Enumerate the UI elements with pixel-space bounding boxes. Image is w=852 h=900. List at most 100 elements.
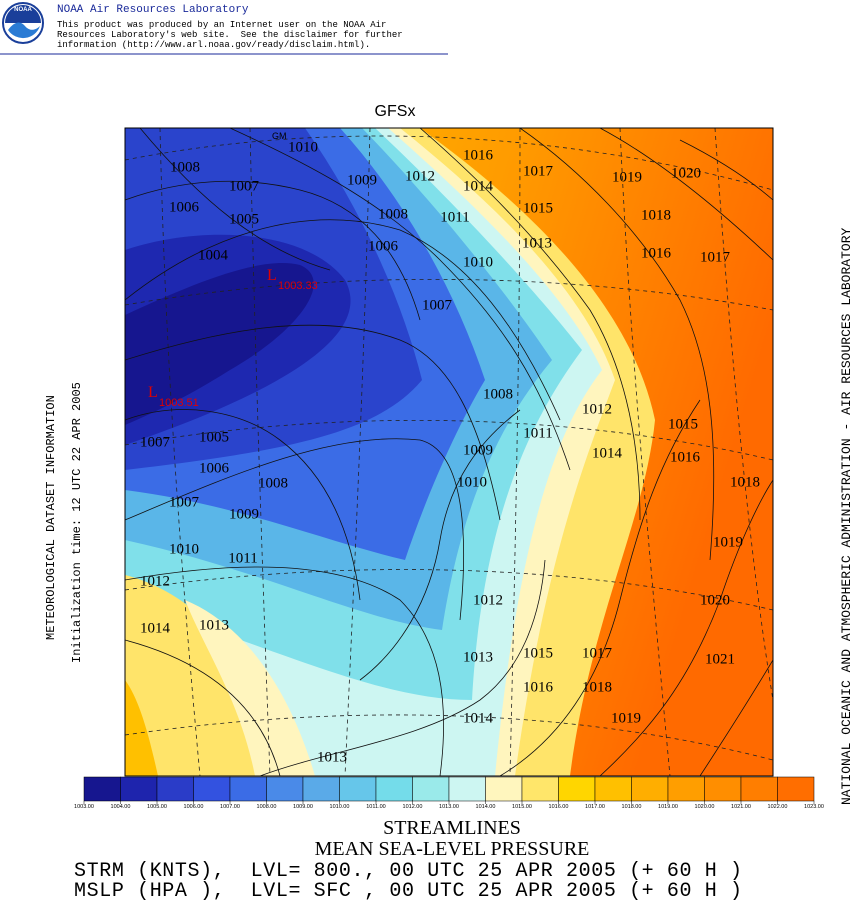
footer-line: STRM (KNTS), LVL= 800., 00 UTC 25 APR 20… (74, 860, 742, 883)
colorbar-label: 1013.00 (439, 804, 459, 810)
right-label: NATIONAL OCEANIC AND ATMOSPHERIC ADMINIS… (839, 228, 852, 805)
low-value: 1003.33 (278, 280, 318, 292)
contour-label: 1012 (405, 168, 435, 184)
contour-label: 1017 (700, 249, 731, 265)
colorbar-cell (266, 776, 304, 802)
disclaimer-line: information (http://www.arl.noaa.gov/rea… (57, 40, 370, 50)
colorbar-cell (302, 776, 340, 802)
colorbar-cell (448, 776, 486, 802)
colorbar-label: 1003.00 (74, 804, 94, 810)
contour-label: 1004 (198, 247, 229, 263)
contour-label: 1010 (463, 254, 493, 270)
logo-sea (8, 22, 40, 39)
footer-line: STREAMLINES (383, 817, 521, 839)
contour-label: 1008 (483, 386, 513, 402)
contour-label: 1011 (228, 550, 257, 566)
contour-label: 1012 (582, 401, 612, 417)
contour-label: 1014 (463, 710, 494, 726)
contour-label: 1019 (612, 169, 642, 185)
colorbar-label: 1020.00 (695, 804, 715, 810)
colorbar-label: 1016.00 (549, 804, 569, 810)
colorbar-label: 1019.00 (658, 804, 678, 810)
contour-label: 1012 (140, 573, 170, 589)
left-label: METEOROLOGICAL DATASET INFORMATION (44, 395, 58, 640)
contour-labels: 1010 1016 1017 1019 1020 1008 1009 1012 1014 1007… (140, 139, 760, 765)
colorbar-cell (704, 776, 742, 802)
contour-label: 1010 (457, 474, 487, 490)
contour-label: 1018 (730, 474, 760, 490)
colorbar: 1003.00 1004.00 1005.00 1006.00 1007.00 1008.… (74, 776, 824, 810)
colorbar-label: 1022.00 (768, 804, 788, 810)
pressure-field (185, 600, 315, 776)
colorbar-cell (156, 776, 194, 802)
contour-label: 1007 (169, 494, 200, 510)
contour-label: 1011 (523, 425, 552, 441)
contour-label: 1019 (611, 710, 641, 726)
contour-label: 1007 (229, 178, 260, 194)
pressure-field (125, 263, 314, 425)
streamlines (125, 128, 773, 776)
contour-label: 1016 (523, 679, 554, 695)
contour-label: 1013 (199, 617, 229, 633)
contour-label: 1015 (668, 416, 698, 432)
disclaimer-line: This product was produced by an Internet… (57, 20, 386, 30)
map-frame (124, 127, 774, 777)
contour-label: 1017 (523, 163, 554, 179)
logo-sky (5, 5, 41, 23)
contour-label: 1021 (705, 651, 735, 667)
contour-label: 1012 (473, 592, 503, 608)
colorbar-label: 1015.00 (512, 804, 532, 810)
colorbar-cell (375, 776, 413, 802)
colorbar-label: 1009.00 (293, 804, 313, 810)
contour-label: 1006 (199, 460, 230, 476)
colorbar-label: 1023.00 (804, 804, 824, 810)
contour-label: 1016 (463, 147, 494, 163)
logo-text: NOAA (14, 7, 32, 13)
init-label: Initialization time: 12 UTC 22 APR 2005 (70, 382, 84, 663)
contour-label: 1016 (641, 245, 672, 261)
header-title[interactable]: NOAA Air Resources Laboratory (57, 4, 249, 16)
map: 1010 1016 1017 1019 1020 1008 1009 1012 1014 1007… (125, 128, 773, 776)
colorbar-cell (740, 776, 778, 802)
colorbar-cell (485, 776, 523, 802)
colorbar-cell (521, 776, 559, 802)
colorbar-cell (594, 776, 632, 802)
map-title: GFSx (375, 103, 416, 120)
colorbar-cell (631, 776, 669, 802)
colorbar-cell (558, 776, 596, 802)
contour-label: 1017 (582, 645, 613, 661)
contour-label: 1013 (317, 749, 347, 765)
colorbar-cell (667, 776, 705, 802)
contour-label: 1007 (140, 434, 171, 450)
contour-label: 1020 (700, 592, 730, 608)
contour-label: 1006 (368, 238, 399, 254)
colorbar-label: 1018.00 (622, 804, 642, 810)
contour-label: 1010 (288, 139, 318, 155)
colorbar-label: 1017.00 (585, 804, 605, 810)
colorbar-label: 1007.00 (220, 804, 240, 810)
contour-label: 1014 (592, 445, 623, 461)
contour-label: 1008 (258, 475, 288, 491)
low-symbol: L (148, 384, 158, 401)
contour-label: 1009 (229, 506, 259, 522)
colorbar-cell (412, 776, 450, 802)
colorbar-label: 1006.00 (184, 804, 204, 810)
contour-label: 1005 (229, 211, 259, 227)
colorbar-label: 1008.00 (257, 804, 277, 810)
contour-label: 1007 (422, 297, 453, 313)
contour-label: 1008 (378, 206, 408, 222)
header: NOAA NOAA Air Resources Laboratory This … (0, 2, 448, 55)
lat-lon-grid (125, 128, 773, 776)
footer-line: MSLP (HPA ), LVL= SFC , 00 UTC 25 APR 20… (74, 880, 742, 900)
contour-label: 1018 (582, 679, 612, 695)
colorbar-label: 1012.00 (403, 804, 423, 810)
contour-label: 1009 (463, 442, 493, 458)
contour-label: 1005 (199, 429, 229, 445)
contour-label: 1014 (463, 178, 494, 194)
colorbar-cell (83, 776, 121, 802)
low-symbol: L (267, 267, 277, 284)
contour-label: 1019 (713, 534, 743, 550)
map-marker: GM (272, 131, 287, 141)
colorbar-label: 1021.00 (731, 804, 751, 810)
